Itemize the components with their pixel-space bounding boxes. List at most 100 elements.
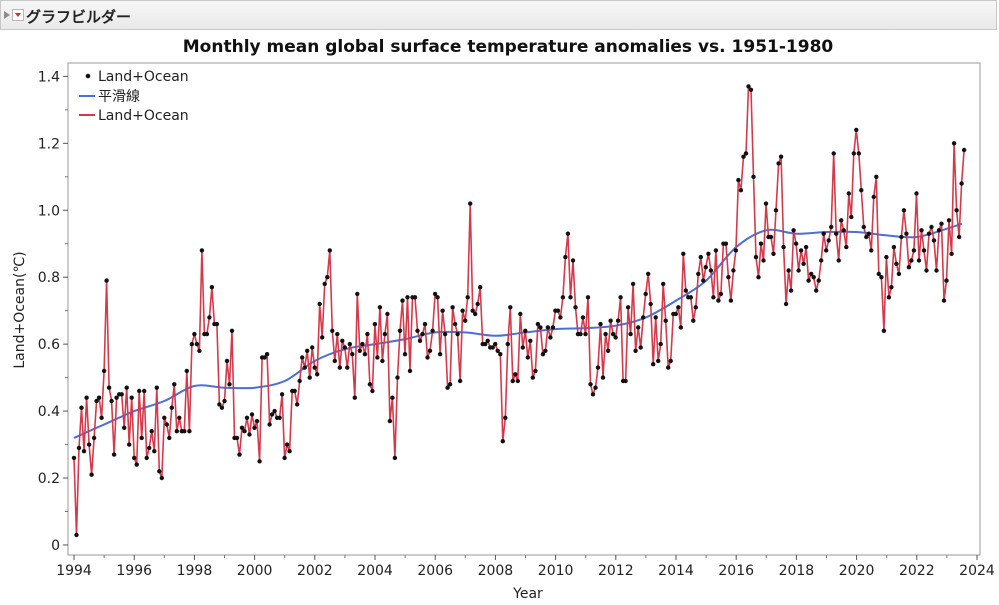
data-point xyxy=(420,331,425,337)
data-point xyxy=(513,372,518,377)
data-point xyxy=(372,321,378,327)
data-point xyxy=(781,244,786,250)
data-point xyxy=(427,348,433,353)
data-point xyxy=(152,449,157,454)
data-point xyxy=(106,385,112,390)
data-point xyxy=(841,228,846,233)
x-tick-label: 2010 xyxy=(538,563,574,579)
data-point xyxy=(157,469,162,474)
data-point xyxy=(222,398,227,404)
data-point xyxy=(856,151,861,156)
data-point xyxy=(262,355,267,360)
data-point xyxy=(272,408,277,414)
data-point xyxy=(919,228,924,233)
data-point xyxy=(122,425,127,430)
data-point xyxy=(483,341,488,347)
data-point xyxy=(174,429,179,434)
data-point xyxy=(545,325,551,330)
data-point xyxy=(234,435,240,441)
data-point xyxy=(716,298,721,303)
data-point xyxy=(768,234,774,240)
x-tick-label: 2004 xyxy=(357,563,393,579)
data-point xyxy=(798,248,804,253)
data-point xyxy=(498,352,503,357)
data-point xyxy=(583,331,588,337)
data-point xyxy=(613,335,618,340)
data-point xyxy=(610,331,616,337)
data-point xyxy=(723,241,729,246)
data-point xyxy=(350,352,355,357)
data-point xyxy=(199,248,205,253)
data-point xyxy=(317,301,322,307)
data-point xyxy=(956,234,962,240)
data-point xyxy=(352,395,357,400)
data-point xyxy=(332,358,337,364)
red-triangle-menu-icon[interactable] xyxy=(12,9,24,21)
data-point xyxy=(608,318,613,323)
data-point xyxy=(310,345,315,350)
data-point xyxy=(400,298,405,303)
data-point xyxy=(528,338,533,343)
data-point xyxy=(508,305,513,310)
data-point xyxy=(778,154,784,159)
data-point xyxy=(194,341,200,347)
data-point xyxy=(605,348,611,353)
data-point xyxy=(904,231,909,236)
data-point xyxy=(871,194,876,200)
data-point xyxy=(826,238,831,243)
data-point xyxy=(132,455,137,461)
data-point xyxy=(666,365,671,370)
data-point xyxy=(911,248,917,253)
data-point xyxy=(618,295,623,300)
data-point xyxy=(307,375,312,380)
data-point xyxy=(387,418,393,424)
data-point xyxy=(96,395,102,400)
data-point xyxy=(691,318,696,323)
data-point xyxy=(219,405,225,410)
data-point xyxy=(708,268,714,273)
data-point xyxy=(896,271,902,277)
data-point xyxy=(365,331,370,337)
legend: Land+Ocean 平滑線 Land+Ocean xyxy=(79,69,189,124)
data-point xyxy=(776,161,781,166)
data-point xyxy=(295,402,300,407)
data-point xyxy=(914,191,919,196)
graph-builder-titlebar: グラフビルダー xyxy=(0,0,997,30)
data-point xyxy=(588,382,593,387)
data-point xyxy=(362,352,368,357)
data-point xyxy=(533,368,538,374)
collapse-triangle-icon[interactable] xyxy=(4,11,10,19)
data-point xyxy=(615,318,621,323)
data-point xyxy=(86,442,92,447)
data-point xyxy=(177,415,182,420)
data-point xyxy=(127,442,132,447)
legend-label-smoother: 平滑線 xyxy=(98,88,140,105)
data-point xyxy=(773,208,779,213)
data-point xyxy=(668,358,673,364)
data-point xyxy=(402,352,408,357)
data-point xyxy=(229,328,235,333)
y-tick-label: 0.4 xyxy=(38,404,60,420)
data-point xyxy=(585,295,591,300)
data-point xyxy=(518,311,523,317)
data-point xyxy=(493,341,498,347)
data-point xyxy=(563,254,568,260)
data-point xyxy=(209,285,215,290)
data-point xyxy=(167,435,172,441)
data-point xyxy=(803,244,809,250)
data-point xyxy=(375,355,380,360)
data-point xyxy=(816,278,821,283)
data-point xyxy=(934,268,939,273)
data-point xyxy=(796,268,801,273)
window-title: グラフビルダー xyxy=(26,8,132,26)
data-point xyxy=(264,352,270,357)
data-point xyxy=(470,308,475,313)
data-point xyxy=(646,271,651,277)
data-point xyxy=(134,462,139,467)
x-tick-label: 2012 xyxy=(598,563,634,579)
data-point xyxy=(653,315,658,320)
x-tick-label: 2020 xyxy=(839,563,875,579)
data-point xyxy=(463,318,468,323)
data-point xyxy=(129,395,134,400)
